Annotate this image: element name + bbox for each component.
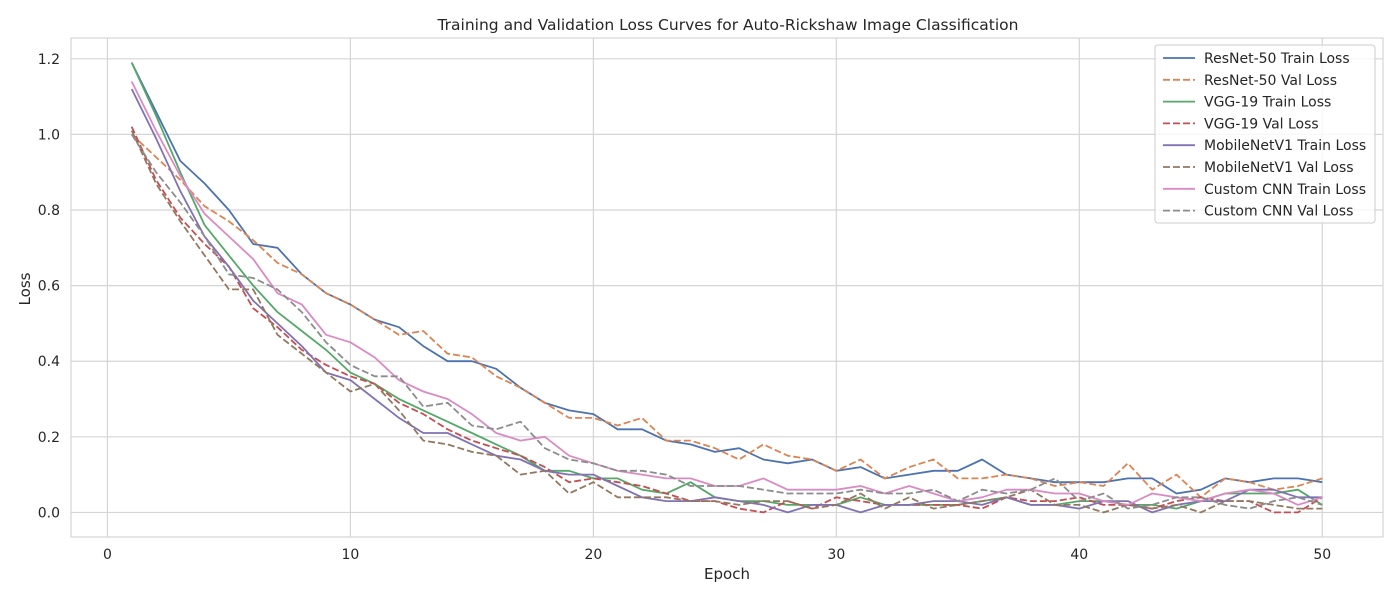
series-line-0 [130,62,1323,495]
legend-items: ResNet-50 Train Loss ResNet-50 Val Loss VG… [1163,51,1366,220]
tick-layer: 0 10 20 30 40 50 0.0 0.2 0.4 0.6 0.8 1.0 1.2 [38,52,1331,563]
legend-label: ResNet-50 Train Loss [1204,51,1350,67]
x-tick-label: 0 [103,547,112,563]
series-layer [130,62,1323,514]
x-tick-label: 10 [341,547,359,563]
legend-label: MobileNetV1 Val Loss [1204,160,1354,176]
y-tick-label: 0.8 [38,203,60,219]
y-tick-label: 0.0 [38,505,60,521]
y-axis-label: Loss [16,272,34,305]
legend-label: Custom CNN Val Loss [1204,204,1353,220]
x-tick-label: 40 [1070,547,1088,563]
y-tick-label: 1.0 [38,127,60,143]
legend-label: VGG-19 Train Loss [1204,95,1331,111]
legend-label: Custom CNN Train Loss [1204,182,1366,198]
y-tick-label: 0.6 [38,279,60,295]
legend-label: MobileNetV1 Train Loss [1204,138,1366,154]
x-tick-label: 50 [1313,547,1331,563]
y-tick-label: 0.2 [38,430,60,446]
legend: ResNet-50 Train Loss ResNet-50 Val Loss VG… [1154,44,1376,224]
y-tick-label: 1.2 [38,52,60,68]
legend-label: VGG-19 Val Loss [1204,116,1319,132]
legend-box [1154,44,1376,224]
legend-label: ResNet-50 Val Loss [1204,73,1337,89]
series-line-7 [130,133,1323,510]
x-axis-label: Epoch [704,565,750,583]
x-tick-label: 20 [584,547,602,563]
series-line-6 [130,81,1323,506]
chart-title: Training and Validation Loss Curves for … [436,16,1018,34]
series-line-4 [130,88,1323,514]
series-line-1 [131,133,1323,499]
y-tick-label: 0.4 [38,354,60,370]
x-tick-label: 30 [827,547,845,563]
